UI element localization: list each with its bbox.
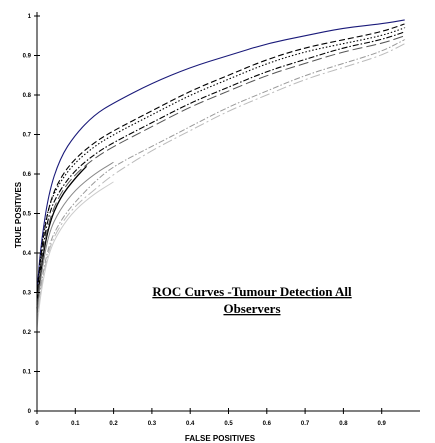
roc-curve-2 xyxy=(36,23,406,301)
y-tick-label: 0.7 xyxy=(23,133,32,139)
roc-curve-4 xyxy=(36,31,406,305)
roc-curve-1 xyxy=(36,19,405,293)
roc-curve-6 xyxy=(36,35,405,309)
roc-curve-3 xyxy=(36,27,406,297)
x-ticks-group: 0 0.1 0.2 0.3 0.4 0.5 0.6 0.7 0.8 0.9 xyxy=(35,408,387,427)
y-tick-label: 0.4 xyxy=(23,251,32,257)
roc-curve-9 xyxy=(36,43,406,325)
roc-curve-10 xyxy=(36,181,114,329)
y-tick-label: 0.3 xyxy=(23,291,32,297)
x-tick-label: 0.9 xyxy=(378,421,387,427)
y-tick-label: 0.5 xyxy=(23,212,32,218)
x-tick-label: 0.7 xyxy=(301,421,310,427)
x-tick-label: 0.6 xyxy=(263,421,272,427)
roc-curve-7 xyxy=(36,161,114,317)
chart-title-line-1: ROC Curves -Tumour Detection All xyxy=(152,284,352,299)
roc-curve-8 xyxy=(36,39,406,321)
y-tick-label: 0.1 xyxy=(23,370,32,376)
y-tick-label: 0.2 xyxy=(23,330,32,336)
x-tick-label: 0.4 xyxy=(186,421,195,427)
x-tick-label: 0.3 xyxy=(148,421,157,427)
chart-title-line-2: Observers xyxy=(223,301,280,316)
y-tick-label: 0.6 xyxy=(23,172,32,178)
x-tick-label: 0 xyxy=(35,421,39,427)
x-tick-label: 0.8 xyxy=(339,421,348,427)
x-axis-label: FALSE POSITIVES xyxy=(185,434,256,443)
y-tick-label: 0.9 xyxy=(23,54,32,60)
x-tick-label: 0.5 xyxy=(224,421,233,427)
x-tick-label: 0.2 xyxy=(109,421,118,427)
roc-curves-group xyxy=(36,19,406,329)
y-tick-label: 0.8 xyxy=(23,93,32,99)
y-tick-label: 1 xyxy=(28,14,32,20)
y-axis-label: TRUE POSITIVES xyxy=(14,181,23,248)
y-tick-label: 0 xyxy=(28,409,32,415)
x-tick-label: 0.1 xyxy=(71,421,80,427)
